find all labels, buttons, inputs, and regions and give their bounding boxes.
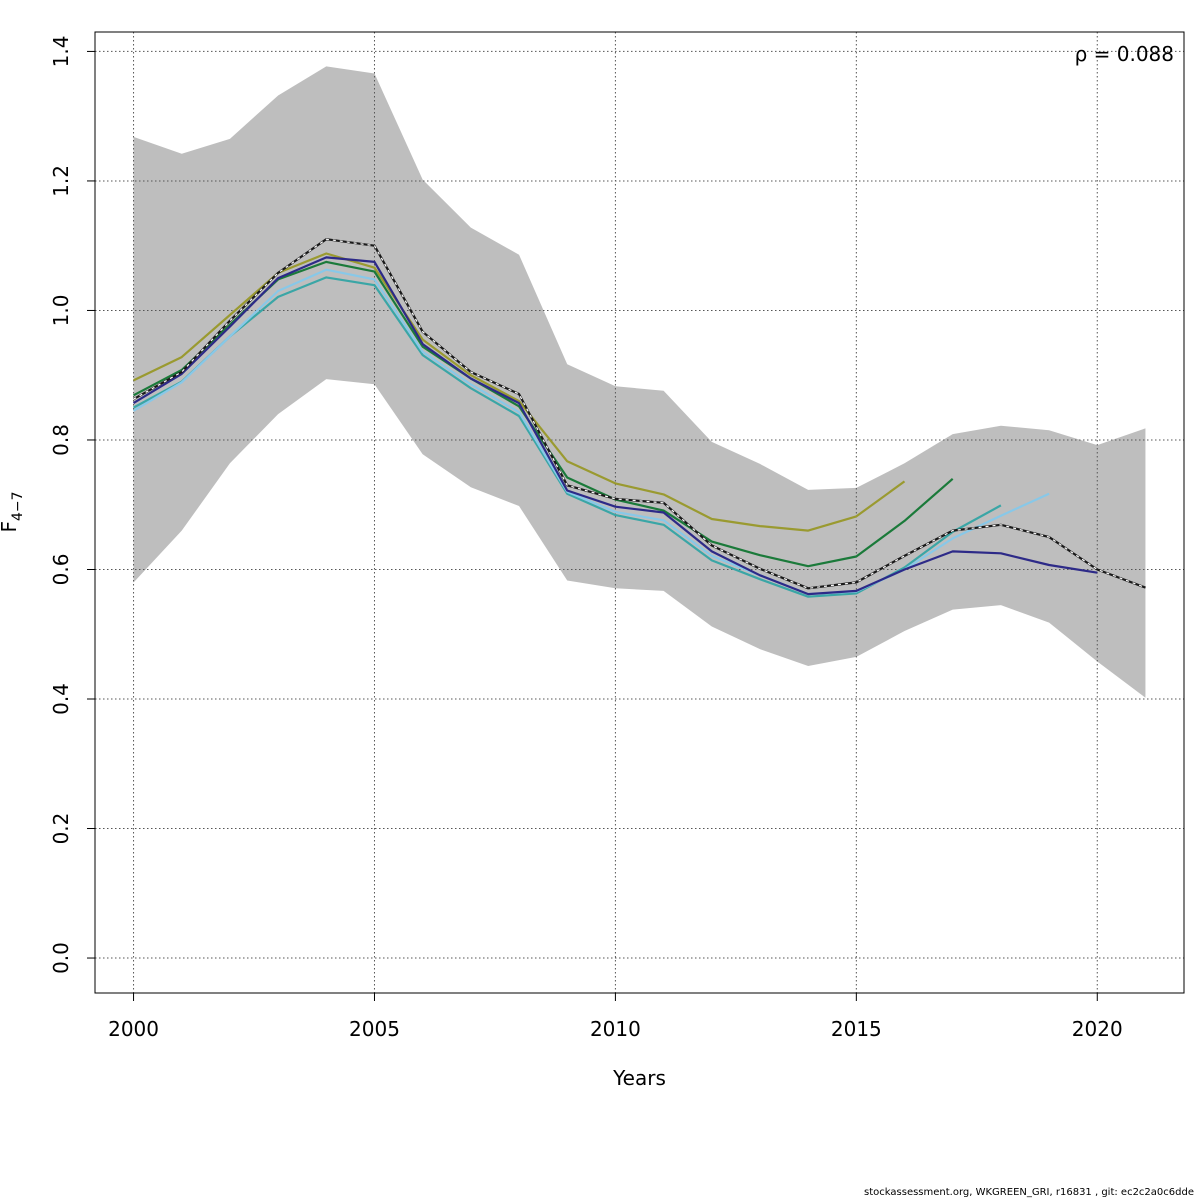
series-line-1 xyxy=(133,252,906,532)
confidence-band xyxy=(133,66,1146,698)
rho-annotation: ρ = 0.088 xyxy=(1075,42,1174,66)
axis-layer: 2000 2005 2010 2015 2020 0.0 0.2 0.4 0.6 0.8 1.0 1.… xyxy=(49,36,1123,1041)
series-line-3 xyxy=(132,276,1002,598)
y-axis-title-subscript: 4−7 xyxy=(10,491,26,521)
x-tick-label: 2005 xyxy=(349,1017,400,1041)
x-tick-label: 2000 xyxy=(108,1017,159,1041)
series-line-6 xyxy=(132,238,1146,590)
y-tick-label: 0.0 xyxy=(49,942,73,974)
x-axis-title: Years xyxy=(612,1066,666,1090)
y-tick-label: 1.0 xyxy=(49,295,73,327)
y-tick-label: 0.6 xyxy=(49,554,73,586)
y-tick-label: 0.2 xyxy=(49,813,73,845)
x-tick-label: 2015 xyxy=(831,1017,882,1041)
footer-credit: stockassessment.org, WKGREEN_GRI, r16831… xyxy=(864,1187,1194,1198)
confidence-band-layer xyxy=(133,66,1146,698)
y-tick-label: 0.8 xyxy=(49,424,73,456)
y-axis-title: F4−7 xyxy=(0,491,26,532)
x-tick-label: 2010 xyxy=(590,1017,641,1041)
y-tick-label: 1.2 xyxy=(49,165,73,197)
y-axis-title-main: F xyxy=(0,521,21,533)
series-line-5 xyxy=(132,256,1098,596)
plot-frame xyxy=(94,31,1185,994)
y-tick-label: 1.4 xyxy=(49,36,73,68)
x-tick-label: 2020 xyxy=(1072,1017,1123,1041)
y-tick-label: 0.4 xyxy=(49,683,73,715)
grid-layer xyxy=(95,32,1184,993)
series-layer xyxy=(132,238,1146,598)
